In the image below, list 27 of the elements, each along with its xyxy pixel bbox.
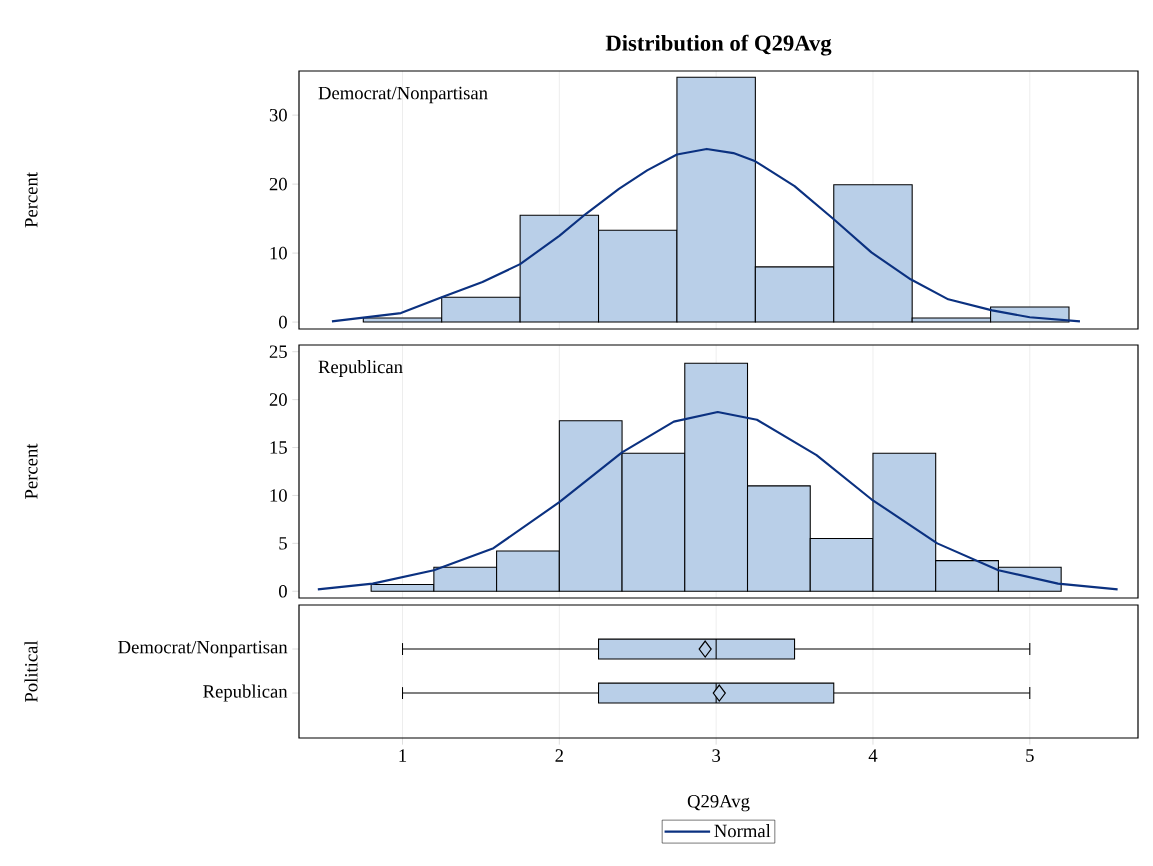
y-axis-title: Percent [25, 172, 38, 228]
y-tick-label: Republican [203, 684, 288, 702]
x-tick-label: 4 [868, 749, 878, 762]
y-tick-label: 20 [269, 177, 287, 191]
annotation: Democrat/Nonpartisan [318, 86, 488, 104]
x-tick-label: 5 [1026, 749, 1034, 762]
y-tick-label: 0 [279, 584, 287, 598]
y-axis-title: Political [24, 640, 38, 703]
line-series [316, 411, 1119, 591]
x-axis-title: Q29Avg [687, 794, 750, 812]
annotation: Republican [318, 360, 403, 377]
y-tick-label: 20 [269, 393, 287, 406]
y-tick-label: 15 [270, 441, 287, 454]
y-tick-label: 10 [270, 246, 287, 260]
x-tick-label: 2 [555, 749, 563, 762]
y-tick-label: 10 [270, 489, 287, 502]
x-tick-label: 3 [712, 749, 721, 762]
y-axis-title: Percent [25, 443, 38, 499]
x-tick-label: 1 [399, 749, 407, 762]
y-tick-label: 5 [279, 537, 287, 550]
chart-title: Distribution of Q29Avg [605, 34, 832, 56]
y-tick-label: 0 [279, 315, 287, 329]
line-series [330, 147, 1082, 323]
y-tick-label: 25 [269, 345, 287, 358]
legend-label: Normal [714, 824, 771, 838]
y-tick-label: Democrat/Nonpartisan [118, 640, 288, 658]
y-tick-label: 30 [269, 108, 287, 122]
